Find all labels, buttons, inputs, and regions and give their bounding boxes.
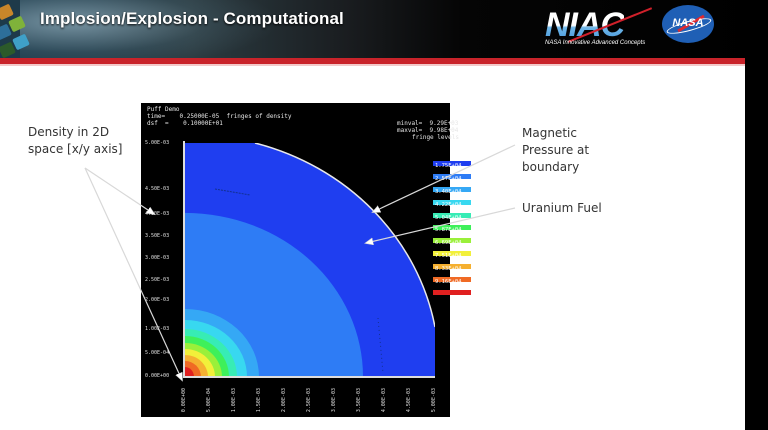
legend-item: 3.40E+04: [433, 186, 473, 195]
contour-rings: [185, 143, 435, 377]
uranium-fuel-annotation: Uranium Fuel: [522, 201, 602, 215]
legend-item: 6.69E+04: [433, 238, 473, 246]
legend-item: 4.22E+04: [433, 199, 473, 208]
plot-time: time= 0.25000E-05 fringes of density: [147, 113, 292, 120]
slide-header: Implosion/Explosion - Computational NIAC…: [0, 0, 768, 58]
legend-item: 7.51E+04: [433, 251, 473, 259]
fringe-legend: 1.75E+04 2.57E+04 3.40E+04 4.22E+04 5.04…: [433, 161, 473, 303]
plot-minval: minval= 9.29E+03: [397, 120, 459, 127]
y-axis: [183, 141, 185, 377]
nasa-meatball-logo: NASA: [662, 5, 714, 43]
right-black-strip: [745, 0, 768, 430]
x-axis: [183, 376, 435, 378]
header-pink-line: [0, 64, 745, 66]
legend-item: [433, 289, 473, 298]
niac-logo: NIAC NASA Innovative Advanced Concepts: [545, 6, 655, 46]
legend-item: 5.87E+04: [433, 225, 473, 233]
legend-item: 2.57E+04: [433, 173, 473, 182]
magnetic-pressure-annotation: Magnetic Pressure at boundary: [522, 126, 590, 174]
plot-dsf: dsf = 0.10000E+01: [147, 120, 223, 127]
fringe-levels-label: fringe levels: [412, 134, 459, 141]
contour-field: [185, 143, 435, 377]
density-contour-plot: Puff Demo time= 0.25000E-05 fringes of d…: [141, 103, 471, 417]
legend-item: 9.16E+04: [433, 277, 473, 285]
legend-item: 5.04E+04: [433, 212, 473, 221]
density-annotation: Density in 2D space [x/y axis]: [28, 125, 123, 156]
legend-item: 8.33E+04: [433, 264, 473, 272]
plot-title: Puff Demo: [147, 106, 180, 113]
light-beam-decoration: [20, 0, 280, 58]
header-red-bar: [0, 58, 745, 64]
legend-item: 1.75E+04: [433, 161, 473, 169]
slide-title: Implosion/Explosion - Computational: [40, 9, 344, 28]
plot-maxval: maxval= 9.98E+04: [397, 127, 459, 134]
